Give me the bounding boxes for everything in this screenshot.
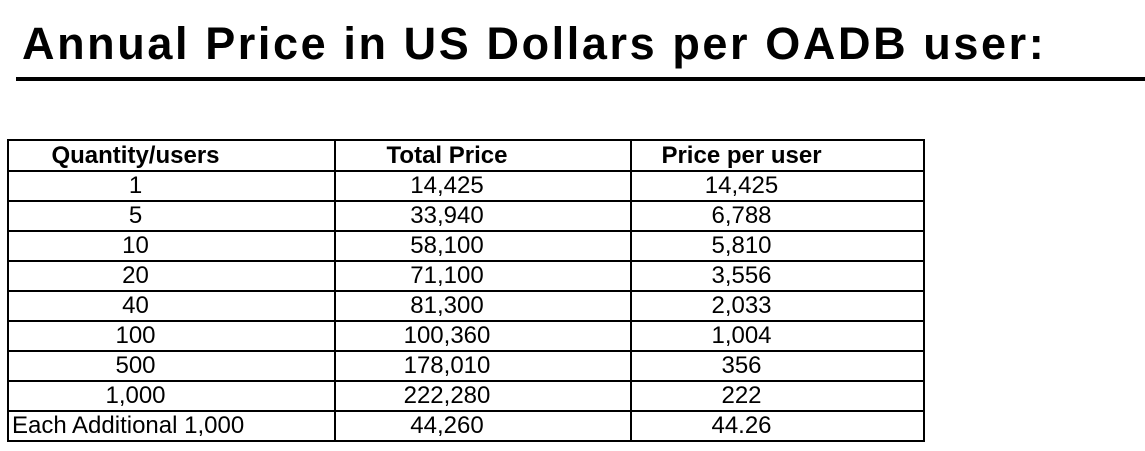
column-header-quantity-users: Quantity/users	[7, 139, 336, 172]
table-row: 1 14,425 14,425	[7, 170, 925, 202]
table-cell: 1	[7, 170, 336, 202]
table-row: 1,000 222,280 222	[7, 380, 925, 412]
table-cell: 33,940	[334, 200, 632, 232]
table-row: 100 100,360 1,004	[7, 320, 925, 352]
table-cell: Each Additional 1,000	[7, 410, 336, 442]
table-cell: 100	[7, 320, 336, 352]
table-cell: 178,010	[334, 350, 632, 382]
table-cell: 222	[630, 380, 925, 412]
table-cell: 356	[630, 350, 925, 382]
table-cell: 500	[7, 350, 336, 382]
table-cell: 5	[7, 200, 336, 232]
table-cell: 81,300	[334, 290, 632, 322]
table-cell: 58,100	[334, 230, 632, 262]
table-cell: 222,280	[334, 380, 632, 412]
table-row: 40 81,300 2,033	[7, 290, 925, 322]
pricing-table: Quantity/users Total Price Price per use…	[7, 139, 925, 442]
table-row: Each Additional 1,000 44,260 44.26	[7, 410, 925, 442]
table-cell: 71,100	[334, 260, 632, 292]
table-cell: 14,425	[630, 170, 925, 202]
table-row: 20 71,100 3,556	[7, 260, 925, 292]
table-header-row: Quantity/users Total Price Price per use…	[7, 139, 925, 172]
table-cell: 1,004	[630, 320, 925, 352]
table-body: 1 14,425 14,425 5 33,940 6,788 10 58,100 5,810 20…	[7, 170, 925, 442]
table-cell: 3,556	[630, 260, 925, 292]
title-underline	[16, 77, 1145, 81]
table-cell: 40	[7, 290, 336, 322]
table-cell: 2,033	[630, 290, 925, 322]
table-cell: 44,260	[334, 410, 632, 442]
table-row: 500 178,010 356	[7, 350, 925, 382]
table-cell: 100,360	[334, 320, 632, 352]
table-cell: 6,788	[630, 200, 925, 232]
table-cell: 20	[7, 260, 336, 292]
table-row: 5 33,940 6,788	[7, 200, 925, 232]
table-row: 10 58,100 5,810	[7, 230, 925, 262]
table-cell: 10	[7, 230, 336, 262]
column-header-price-per-user: Price per user	[630, 139, 925, 172]
table-cell: 1,000	[7, 380, 336, 412]
table-cell: 5,810	[630, 230, 925, 262]
table-cell: 44.26	[630, 410, 925, 442]
table-cell: 14,425	[334, 170, 632, 202]
page-title: Annual Price in US Dollars per OADB user…	[22, 18, 1047, 69]
column-header-total-price: Total Price	[334, 139, 632, 172]
